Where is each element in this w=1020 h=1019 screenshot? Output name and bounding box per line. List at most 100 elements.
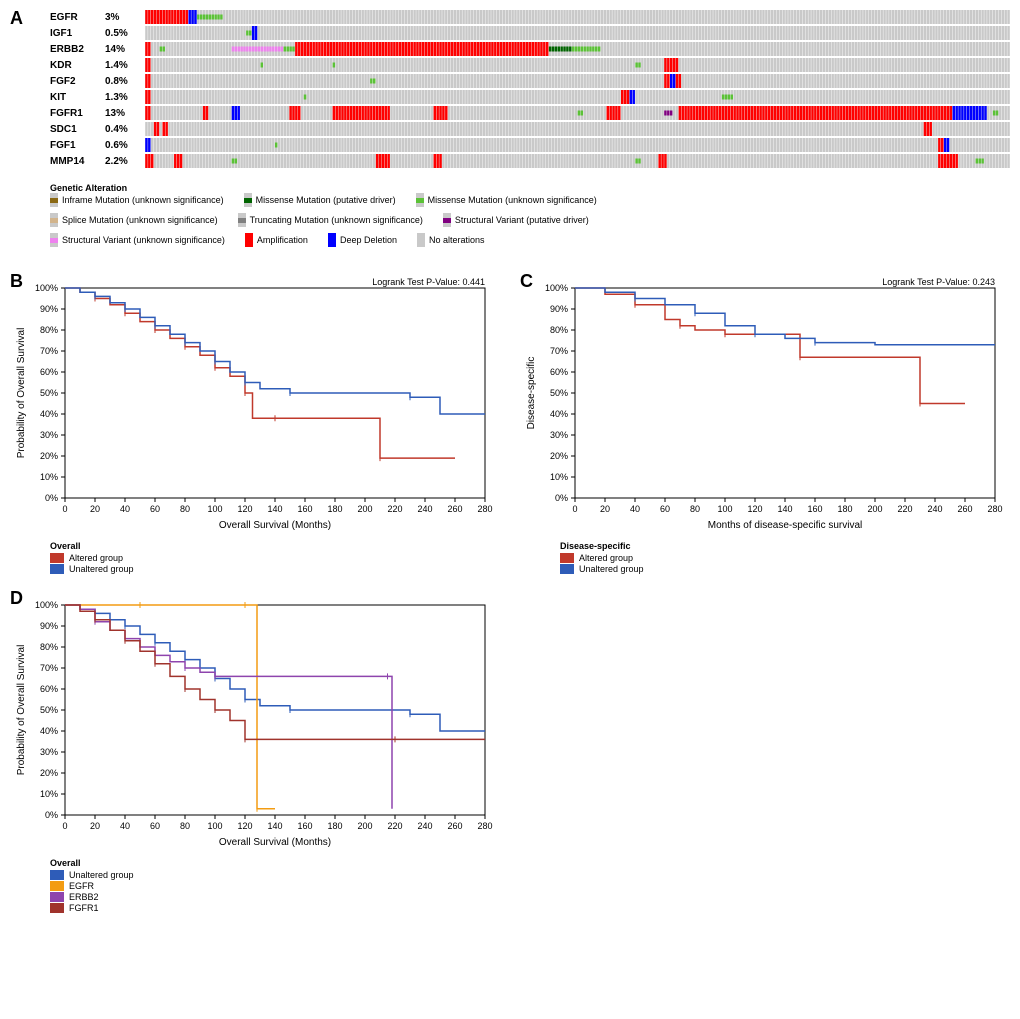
- svg-text:20%: 20%: [40, 768, 58, 778]
- legend-item: Unaltered group: [50, 564, 500, 574]
- onco-row: FGFR113%: [50, 106, 1010, 120]
- svg-text:80: 80: [180, 504, 190, 514]
- svg-text:20: 20: [90, 504, 100, 514]
- onco-row: EGFR3%: [50, 10, 1010, 24]
- svg-text:Overall Survival (Months): Overall Survival (Months): [219, 837, 331, 848]
- gene-pct: 0.5%: [105, 28, 140, 39]
- svg-text:100: 100: [207, 504, 222, 514]
- onco-row: ERBB214%: [50, 42, 1010, 56]
- panel-b-chart: 0%10%20%30%40%50%60%70%80%90%100%0204060…: [10, 273, 500, 533]
- svg-text:100: 100: [207, 821, 222, 831]
- svg-text:30%: 30%: [550, 430, 568, 440]
- legend-item: ERBB2: [50, 892, 500, 902]
- svg-text:10%: 10%: [550, 472, 568, 482]
- legend-item: Altered group: [50, 553, 500, 563]
- svg-text:220: 220: [387, 821, 402, 831]
- onco-row: MMP142.2%: [50, 154, 1010, 168]
- legend-item: Splice Mutation (unknown significance): [50, 213, 218, 227]
- svg-text:240: 240: [417, 821, 432, 831]
- panel-a-oncoprint: A EGFR3%IGF10.5%ERBB214%KDR1.4%FGF20.8%K…: [10, 10, 1010, 253]
- onco-row: KIT1.3%: [50, 90, 1010, 104]
- svg-text:120: 120: [237, 821, 252, 831]
- gene-pct: 14%: [105, 44, 140, 55]
- legend-items: Inframe Mutation (unknown significance)M…: [50, 193, 930, 253]
- svg-text:90%: 90%: [40, 304, 58, 314]
- svg-text:180: 180: [327, 504, 342, 514]
- svg-text:20: 20: [600, 504, 610, 514]
- svg-text:70%: 70%: [40, 663, 58, 673]
- svg-text:40: 40: [120, 821, 130, 831]
- svg-text:Logrank Test P-Value: 0.243: Logrank Test P-Value: 0.243: [882, 277, 995, 287]
- svg-text:40%: 40%: [40, 409, 58, 419]
- svg-text:160: 160: [297, 821, 312, 831]
- gene-pct: 2.2%: [105, 156, 140, 167]
- onco-row: KDR1.4%: [50, 58, 1010, 72]
- svg-text:220: 220: [897, 504, 912, 514]
- legend-title: Overall: [50, 541, 500, 551]
- svg-text:0: 0: [62, 504, 67, 514]
- svg-text:80%: 80%: [550, 325, 568, 335]
- panel-a-label: A: [10, 8, 23, 29]
- svg-text:280: 280: [477, 821, 492, 831]
- legend-item: Structural Variant (putative driver): [443, 213, 589, 227]
- svg-text:50%: 50%: [550, 388, 568, 398]
- svg-text:60: 60: [150, 504, 160, 514]
- svg-text:10%: 10%: [40, 472, 58, 482]
- legend-item: Deep Deletion: [328, 233, 397, 247]
- onco-row: SDC10.4%: [50, 122, 1010, 136]
- gene-label: FGF2: [50, 76, 105, 87]
- svg-text:0: 0: [62, 821, 67, 831]
- legend-item: No alterations: [417, 233, 485, 247]
- svg-text:Overall Survival (Months): Overall Survival (Months): [219, 520, 331, 531]
- svg-text:Disease-specific: Disease-specific: [526, 357, 537, 430]
- onco-row: IGF10.5%: [50, 26, 1010, 40]
- svg-text:180: 180: [837, 504, 852, 514]
- svg-text:Probability of Overall Surviva: Probability of Overall Survival: [16, 328, 27, 459]
- svg-text:180: 180: [327, 821, 342, 831]
- svg-text:280: 280: [477, 504, 492, 514]
- gene-label: SDC1: [50, 124, 105, 135]
- svg-text:260: 260: [447, 821, 462, 831]
- svg-text:240: 240: [927, 504, 942, 514]
- svg-text:160: 160: [297, 504, 312, 514]
- panel-d-chart: 0%10%20%30%40%50%60%70%80%90%100%0204060…: [10, 590, 500, 850]
- svg-text:Logrank Test P-Value: 0.441: Logrank Test P-Value: 0.441: [372, 277, 485, 287]
- gene-label: KDR: [50, 60, 105, 71]
- legend-item: EGFR: [50, 881, 500, 891]
- svg-text:100%: 100%: [35, 600, 58, 610]
- gene-pct: 13%: [105, 108, 140, 119]
- legend-item: Amplification: [245, 233, 308, 247]
- legend-title: Overall: [50, 858, 500, 868]
- svg-text:140: 140: [267, 504, 282, 514]
- svg-text:Months of disease-specific sur: Months of disease-specific survival: [708, 520, 863, 531]
- legend-item: Unaltered group: [50, 870, 500, 880]
- svg-text:0: 0: [572, 504, 577, 514]
- legend-title: Disease-specific: [560, 541, 1010, 551]
- svg-text:60: 60: [150, 821, 160, 831]
- svg-text:40%: 40%: [40, 726, 58, 736]
- svg-text:30%: 30%: [40, 747, 58, 757]
- svg-text:200: 200: [357, 504, 372, 514]
- gene-pct: 0.6%: [105, 140, 140, 151]
- svg-text:20: 20: [90, 821, 100, 831]
- svg-text:120: 120: [237, 504, 252, 514]
- svg-text:140: 140: [267, 821, 282, 831]
- svg-text:0%: 0%: [45, 810, 58, 820]
- svg-text:50%: 50%: [40, 388, 58, 398]
- gene-pct: 0.4%: [105, 124, 140, 135]
- svg-text:30%: 30%: [40, 430, 58, 440]
- svg-text:260: 260: [957, 504, 972, 514]
- svg-text:40: 40: [120, 504, 130, 514]
- svg-text:200: 200: [357, 821, 372, 831]
- svg-text:Probability of Overall Surviva: Probability of Overall Survival: [16, 645, 27, 776]
- panel-d: D 0%10%20%30%40%50%60%70%80%90%100%02040…: [10, 590, 500, 914]
- panel-c-legend: Disease-specificAltered groupUnaltered g…: [560, 541, 1010, 574]
- svg-text:260: 260: [447, 504, 462, 514]
- svg-text:80%: 80%: [40, 642, 58, 652]
- svg-text:140: 140: [777, 504, 792, 514]
- svg-text:240: 240: [417, 504, 432, 514]
- panel-b: B 0%10%20%30%40%50%60%70%80%90%100%02040…: [10, 273, 500, 575]
- gene-pct: 0.8%: [105, 76, 140, 87]
- gene-pct: 1.3%: [105, 92, 140, 103]
- gene-pct: 3%: [105, 12, 140, 23]
